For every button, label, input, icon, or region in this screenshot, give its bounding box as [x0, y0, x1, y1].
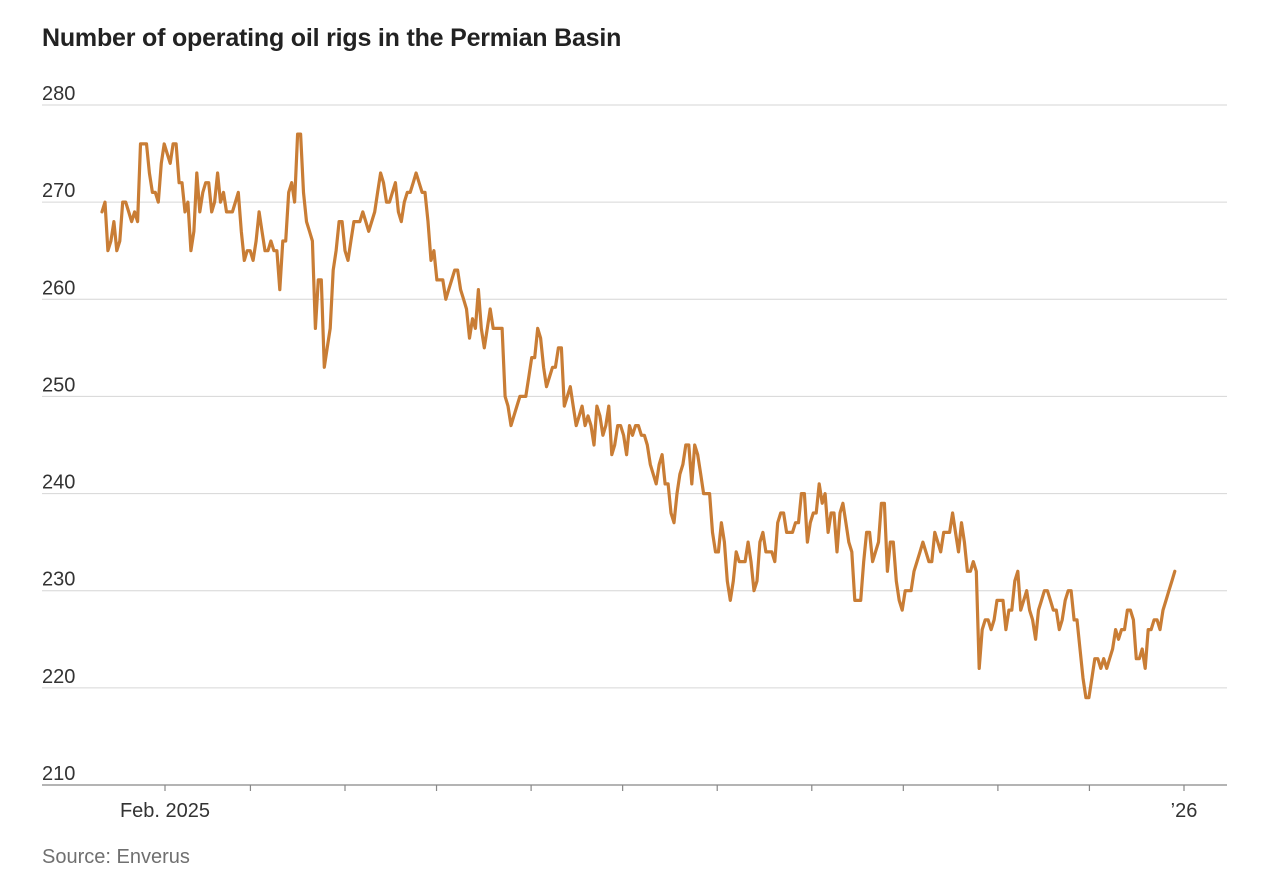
x-axis: Feb. 2025 ’26	[42, 784, 1227, 822]
y-tick-label: 240	[42, 472, 75, 494]
y-tick-label: 220	[42, 666, 75, 688]
y-tick-label: 230	[42, 569, 75, 591]
y-tick-label: 250	[42, 374, 75, 396]
gridlines	[42, 104, 1227, 689]
y-tick-label: 270	[42, 180, 75, 202]
chart-title: Number of operating oil rigs in the Perm…	[42, 24, 622, 52]
y-tick-label: 260	[42, 277, 75, 299]
y-tick-label: 280	[42, 83, 75, 105]
y-axis-tick-labels: 210 220 230 240 250 260 270 280	[42, 83, 75, 785]
x-tick-label: ’26	[1171, 800, 1198, 822]
series-layer	[100, 132, 1177, 700]
source-note: Source: Enverus	[42, 846, 190, 868]
series-line-0	[100, 132, 1177, 700]
x-tick-label: Feb. 2025	[120, 800, 210, 822]
y-tick-label: 210	[42, 763, 75, 785]
